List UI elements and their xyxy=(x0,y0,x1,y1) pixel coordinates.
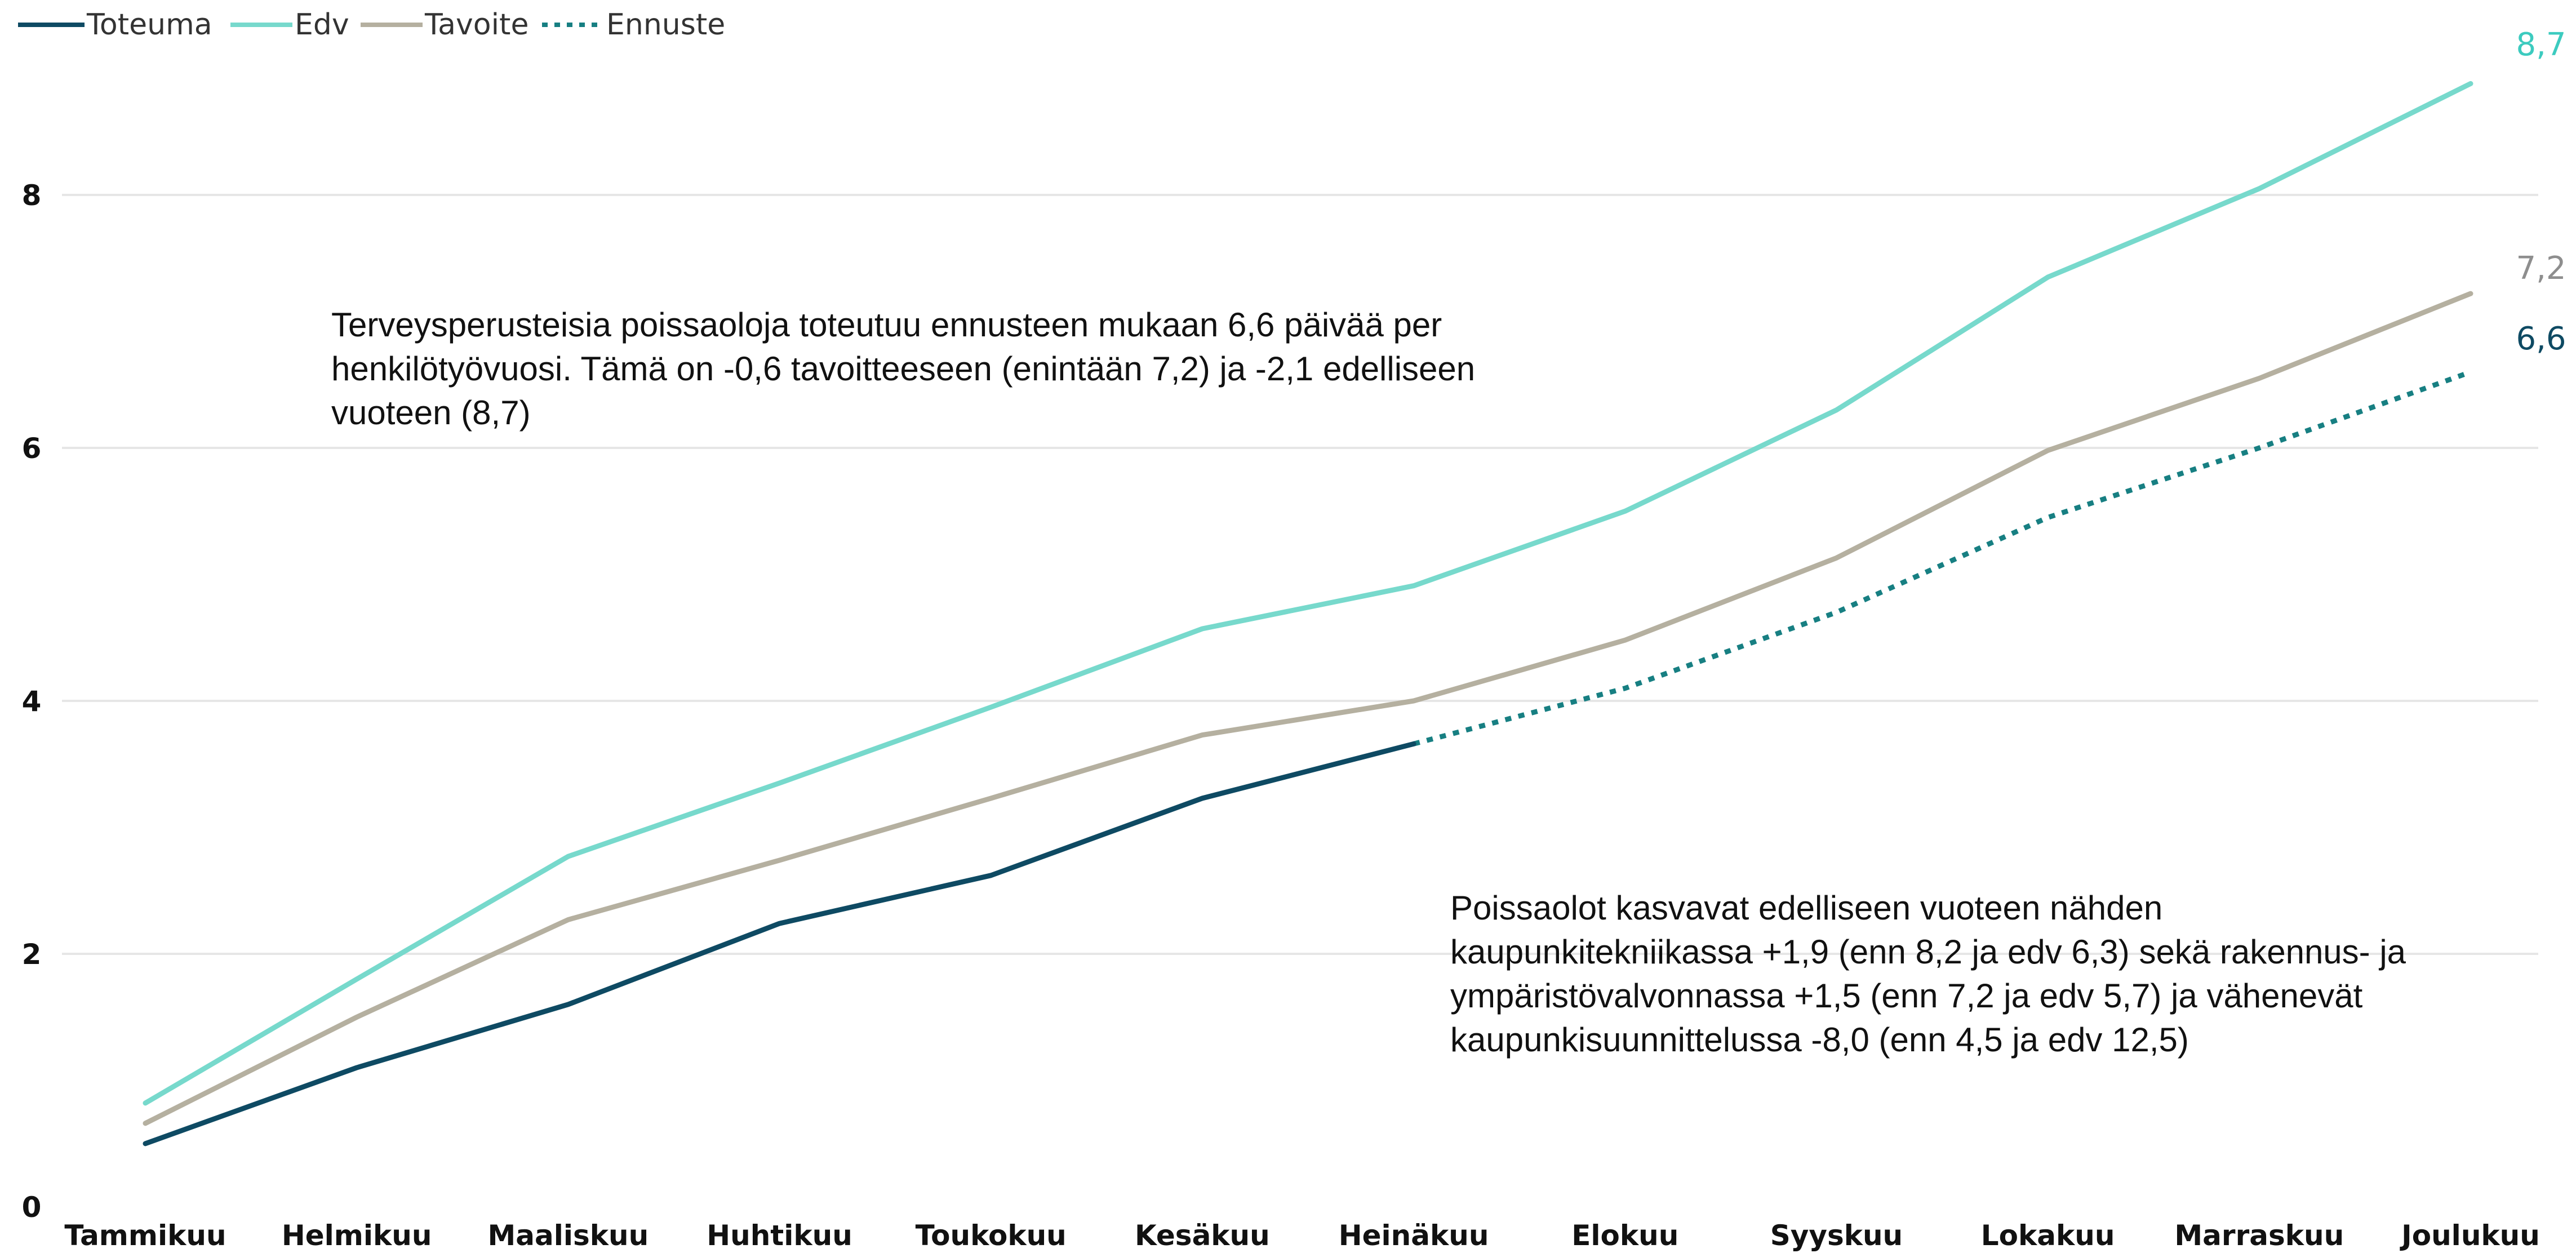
legend-label: Edv xyxy=(295,8,349,42)
end-labels: 8,7 7,2 6,6 xyxy=(2516,26,2566,357)
x-tick-label: Huhtikuu xyxy=(707,1219,852,1252)
legend-label: Tavoite xyxy=(425,8,529,42)
series-line-edv xyxy=(143,81,2473,1106)
y-tick-label: 8 xyxy=(22,179,42,212)
end-value-label: 8,7 xyxy=(2516,26,2566,63)
y-tick-label: 6 xyxy=(22,432,42,465)
x-tick-label: Tammikuu xyxy=(64,1219,226,1252)
legend-line-icon xyxy=(18,23,85,27)
end-value-label: 7,2 xyxy=(2516,250,2566,287)
x-tick-label: Helmikuu xyxy=(282,1219,432,1252)
series-line-tavoite xyxy=(143,291,2473,1126)
x-tick-label: Toukokuu xyxy=(916,1219,1067,1252)
y-tick-label: 4 xyxy=(22,685,42,718)
series-line-toteuma xyxy=(143,741,1416,1147)
x-tick-label: Kesäkuu xyxy=(1135,1219,1270,1252)
x-tick-label: Elokuu xyxy=(1571,1219,1678,1252)
y-tick-label: 0 xyxy=(22,1191,42,1224)
x-tick-label: Heinäkuu xyxy=(1339,1219,1489,1252)
legend-line-icon xyxy=(361,23,423,27)
gridlines xyxy=(62,194,2538,955)
x-tick-label: Maaliskuu xyxy=(488,1219,649,1252)
legend-item-toteuma[interactable]: Toteuma xyxy=(16,8,212,42)
x-tick-label: Joulukuu xyxy=(2400,1219,2540,1252)
legend-label: Toteuma xyxy=(87,8,212,42)
legend-line-icon xyxy=(230,23,292,27)
legend-dotted-line-icon xyxy=(542,23,604,27)
legend-label: Ennuste xyxy=(606,8,726,42)
annotation-bottom: Poissaolot kasvavat edelliseen vuoteen n… xyxy=(1450,886,2425,1062)
annotation-top-text: Terveysperusteisia poissaoloja toteutuu … xyxy=(331,306,1476,432)
annotation-top: Terveysperusteisia poissaoloja toteutuu … xyxy=(331,303,1537,435)
x-tick-label: Marraskuu xyxy=(2174,1219,2344,1252)
legend-item-ennuste[interactable]: Ennuste xyxy=(540,8,725,42)
y-tick-label: 2 xyxy=(22,938,42,971)
series-line-ennuste xyxy=(1413,370,2472,747)
series-lines xyxy=(143,81,2473,1147)
legend-item-tavoite[interactable]: Tavoite xyxy=(358,8,528,42)
y-axis-ticks: 0 2 4 6 8 xyxy=(22,179,42,1224)
x-axis-ticks: Tammikuu Helmikuu Maaliskuu Huhtikuu Toukoku… xyxy=(64,1219,2539,1252)
legend-item-edv[interactable]: Edv xyxy=(228,8,349,42)
x-tick-label: Syyskuu xyxy=(1770,1219,1903,1252)
x-tick-label: Lokakuu xyxy=(1981,1219,2115,1252)
end-value-label: 6,6 xyxy=(2516,321,2566,357)
annotation-bottom-text: Poissaolot kasvavat edelliseen vuoteen n… xyxy=(1450,889,2406,1059)
